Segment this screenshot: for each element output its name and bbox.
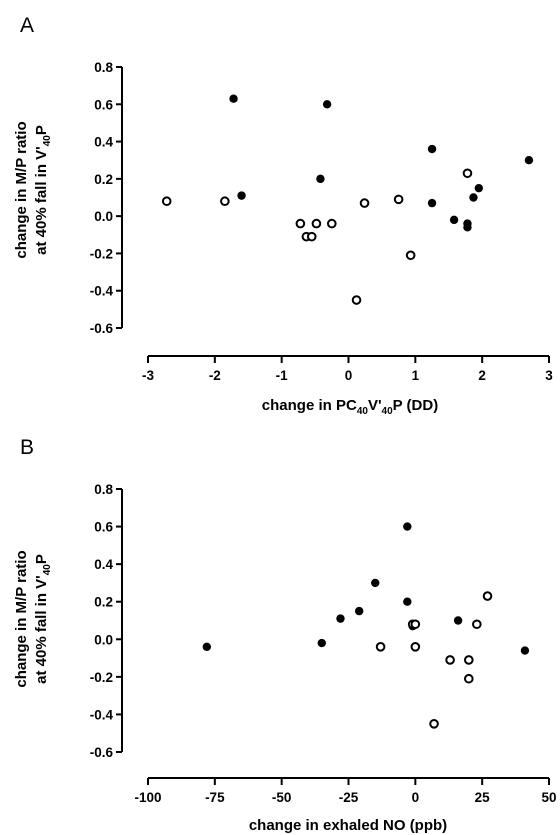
filled-data-point bbox=[403, 522, 412, 531]
x-tick-label: -50 bbox=[272, 790, 292, 805]
y-tick-label: 0.2 bbox=[94, 595, 113, 610]
y-axis-title-line2: at 40% fall in V'40P bbox=[33, 554, 53, 684]
panel-a: A change in M/P ratio at 40% fall in V'4… bbox=[13, 14, 553, 417]
open-data-point bbox=[410, 619, 421, 630]
filled-data-point bbox=[463, 223, 472, 232]
y-axis-title-b: change in M/P ratio at 40% fall in V'40P bbox=[13, 550, 53, 687]
x-tick-label: 50 bbox=[541, 790, 556, 805]
y-axis-title-line1: change in M/P ratio bbox=[13, 550, 30, 687]
open-data-point bbox=[393, 194, 404, 205]
axes-b: -0.6 -0.4 -0.2 0.0 0.2 0.4 0.6 0.8 -100 -75 -50 -25… bbox=[90, 482, 557, 805]
x-axis-title: change in PC40V'40P (DD) bbox=[262, 397, 438, 417]
x-axis-title-b: change in exhaled NO (ppb) bbox=[249, 817, 447, 834]
filled-data-point bbox=[520, 646, 530, 655]
open-data-point bbox=[161, 196, 172, 207]
filled-data-point bbox=[427, 198, 437, 208]
filled-data-point bbox=[403, 597, 412, 606]
open-data-point bbox=[482, 591, 493, 601]
x-tick-label: 0 bbox=[412, 790, 420, 805]
open-data-point bbox=[359, 198, 370, 208]
y-tick-label: 0.0 bbox=[94, 209, 113, 224]
open-data-point bbox=[351, 295, 362, 305]
panel-label-b: B bbox=[20, 436, 34, 459]
panel-label-a: A bbox=[20, 14, 34, 37]
open-data-point bbox=[462, 168, 473, 179]
x-tick-label: -1 bbox=[276, 368, 288, 383]
open-data-point bbox=[464, 673, 474, 684]
open-data-point bbox=[405, 250, 416, 261]
filled-data-point bbox=[229, 94, 238, 103]
y-tick-label: -0.4 bbox=[90, 707, 114, 722]
x-tick-label: 2 bbox=[478, 368, 486, 383]
open-data-point bbox=[311, 218, 322, 229]
marks-a bbox=[161, 94, 534, 305]
x-tick-label: -100 bbox=[134, 790, 161, 805]
y-tick-label: 0.6 bbox=[94, 520, 113, 535]
open-data-point bbox=[295, 218, 306, 229]
open-data-point bbox=[375, 642, 386, 652]
y-tick-label: 0.2 bbox=[94, 172, 113, 187]
filled-data-point bbox=[469, 193, 478, 202]
x-tick-label: 3 bbox=[545, 368, 553, 383]
axes-a: -0.6 -0.4 -0.2 0.0 0.2 0.4 0.6 0.8 -3 -2 -1 0 1 2 3 bbox=[90, 60, 554, 383]
filled-data-point bbox=[354, 606, 364, 616]
y-tick-label: 0.8 bbox=[94, 60, 113, 75]
filled-data-point bbox=[316, 174, 325, 184]
y-tick-label: 0.4 bbox=[94, 135, 113, 150]
y-tick-label: 0.0 bbox=[94, 632, 113, 647]
marks-b bbox=[202, 522, 530, 729]
y-tick-label: 0.4 bbox=[94, 557, 113, 572]
filled-data-point bbox=[474, 183, 484, 193]
filled-data-point bbox=[427, 144, 437, 154]
y-tick-label: -0.6 bbox=[90, 745, 114, 760]
y-tick-label: -0.2 bbox=[90, 246, 113, 261]
filled-data-point bbox=[449, 215, 459, 225]
filled-data-point bbox=[322, 100, 332, 109]
filled-data-point bbox=[202, 642, 212, 651]
y-axis-title-line1: change in M/P ratio bbox=[13, 121, 30, 258]
open-data-point bbox=[429, 719, 439, 729]
y-axis-title-line2: at 40% fall in V'40P bbox=[33, 125, 53, 255]
open-data-point bbox=[472, 619, 482, 630]
open-data-point bbox=[220, 196, 230, 207]
x-axis-title: change in exhaled NO (ppb) bbox=[249, 817, 447, 834]
open-data-point bbox=[464, 655, 474, 665]
y-tick-label: 0.6 bbox=[94, 97, 113, 112]
filled-data-point bbox=[317, 638, 326, 648]
x-tick-label: 25 bbox=[475, 790, 491, 805]
x-axis-title-a: change in PC40V'40P (DD) bbox=[262, 397, 438, 417]
x-tick-label: -25 bbox=[339, 790, 359, 805]
filled-data-point bbox=[336, 614, 345, 623]
x-tick-label: -75 bbox=[205, 790, 225, 805]
x-tick-label: 0 bbox=[345, 368, 353, 383]
y-tick-label: -0.6 bbox=[90, 321, 114, 336]
filled-data-point bbox=[524, 156, 534, 165]
panel-b: B change in M/P ratio at 40% fall in V'4… bbox=[13, 436, 557, 834]
y-tick-label: -0.4 bbox=[90, 284, 114, 299]
y-tick-label: -0.2 bbox=[90, 670, 113, 685]
open-data-point bbox=[445, 655, 455, 665]
x-tick-label: -2 bbox=[209, 368, 221, 383]
open-data-point bbox=[326, 218, 337, 229]
filled-data-point bbox=[237, 191, 246, 200]
x-tick-label: 1 bbox=[412, 368, 420, 383]
filled-data-point bbox=[371, 578, 380, 588]
y-tick-label: 0.8 bbox=[94, 482, 113, 497]
x-tick-label: -3 bbox=[142, 368, 154, 383]
open-data-point bbox=[306, 231, 317, 242]
y-axis-title-a: change in M/P ratio at 40% fall in V'40P bbox=[13, 121, 53, 258]
open-data-point bbox=[410, 642, 421, 652]
filled-data-point bbox=[453, 616, 463, 625]
